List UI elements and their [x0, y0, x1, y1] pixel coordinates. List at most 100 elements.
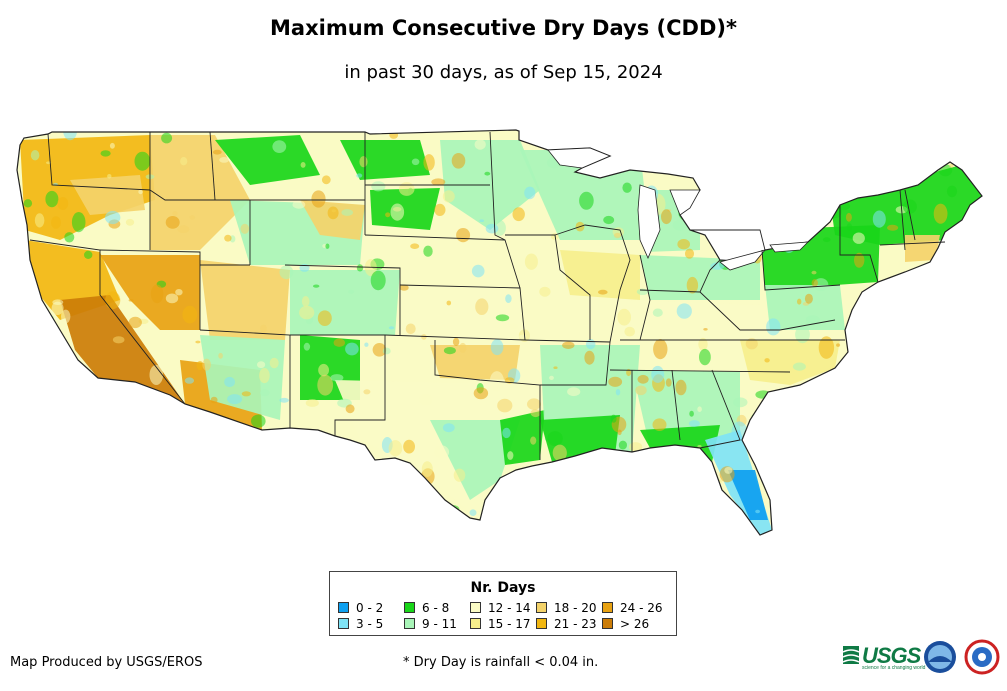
dry-days-speckle: [19, 130, 29, 136]
dry-days-speckle: [636, 288, 649, 295]
legend-label: 9 - 11: [422, 617, 457, 631]
dry-days-speckle: [423, 154, 435, 171]
legend-label: 0 - 2: [356, 601, 384, 615]
dry-days-speckle: [128, 299, 134, 302]
dry-days-speckle: [388, 326, 395, 330]
dry-days-speckle: [30, 150, 40, 161]
dry-days-speckle: [485, 223, 499, 234]
dry-days-speckle: [613, 232, 622, 239]
dry-days-region: [200, 260, 290, 340]
dry-days-speckle: [937, 272, 944, 279]
dry-days-speckle: [484, 171, 491, 176]
dry-days-speckle: [847, 452, 854, 459]
dry-days-speckle: [475, 298, 489, 316]
dry-days-region: [370, 188, 440, 230]
dry-days-speckle: [17, 364, 27, 382]
dry-days-speckle: [279, 397, 290, 403]
legend-label: 12 - 14: [488, 601, 531, 615]
dry-days-speckle: [733, 397, 748, 408]
dry-days-speckle: [442, 190, 455, 203]
dry-days-speckle: [803, 491, 808, 497]
dry-days-speckle: [934, 459, 948, 474]
dry-days-speckle: [797, 298, 802, 305]
dry-days-speckle: [960, 449, 968, 459]
dry-days-speckle: [103, 379, 113, 388]
dry-days-speckle: [44, 346, 61, 355]
dry-days-speckle: [672, 219, 688, 231]
dry-days-speckle: [379, 490, 387, 499]
dry-days-speckle: [795, 325, 810, 344]
dry-days-speckle: [419, 393, 433, 406]
dry-days-speckle: [502, 427, 511, 439]
dry-days-speckle: [193, 459, 201, 472]
dry-days-region: [905, 235, 940, 262]
dry-days-speckle: [259, 389, 270, 397]
dry-days-speckle: [442, 423, 455, 433]
dry-days-speckle: [902, 199, 917, 214]
dry-days-speckle: [57, 197, 69, 210]
dry-days-speckle: [792, 362, 806, 371]
dry-days-speckle: [177, 225, 190, 234]
legend-swatch: [338, 618, 349, 629]
state-borders: [29, 131, 946, 460]
dry-days-speckle: [313, 284, 320, 288]
dry-days-speckle: [398, 182, 415, 196]
dry-days-speckle: [604, 493, 618, 513]
dry-days-speckle: [393, 459, 401, 466]
dry-days-speckle: [889, 466, 902, 478]
dry-days-speckle: [253, 517, 269, 533]
dry-days-speckle: [269, 357, 279, 369]
dry-days-speckle: [434, 445, 450, 459]
dry-days-speckle: [579, 191, 594, 210]
legend-label: 24 - 26: [620, 601, 663, 615]
dry-days-speckle: [885, 427, 892, 435]
dry-days-speckle: [603, 130, 612, 138]
dry-days-speckle: [527, 398, 541, 410]
dry-days-speckle: [688, 420, 701, 427]
dry-days-speckle: [109, 142, 115, 149]
dry-days-speckle: [858, 179, 869, 194]
dry-days-speckle: [345, 342, 359, 356]
dry-days-speckle: [703, 328, 708, 331]
dry-days-speckle: [963, 298, 974, 313]
dry-days-speckle: [629, 495, 634, 502]
dry-days-speckle: [933, 203, 948, 224]
dry-days-speckle: [805, 315, 820, 325]
map-subtitle: in past 30 days, as of Sep 15, 2024: [344, 62, 663, 83]
dry-days-speckle: [697, 406, 702, 413]
dry-days-speckle: [802, 487, 818, 506]
dry-days-speckle: [219, 157, 230, 163]
dry-days-speckle: [683, 463, 696, 470]
dry-days-region: [215, 135, 320, 185]
dry-days-speckle: [675, 379, 687, 396]
dry-days-speckle: [620, 140, 630, 148]
dry-days-speckle: [490, 339, 504, 356]
dry-days-speckle: [946, 185, 958, 198]
dry-days-speckle: [452, 337, 460, 346]
dry-days-speckle: [180, 157, 188, 166]
dry-days-speckle: [119, 451, 132, 464]
dry-days-speckle: [164, 483, 179, 495]
dry-days-speckle: [161, 452, 170, 464]
dry-days-speckle: [473, 387, 489, 400]
dry-days-speckle: [372, 343, 387, 357]
dry-days-speckle: [653, 339, 668, 360]
dry-days-speckle: [844, 164, 855, 174]
dry-days-speckle: [960, 317, 968, 325]
dry-days-speckle: [405, 323, 416, 335]
dry-days-speckle: [835, 482, 849, 496]
legend: Nr. Days 0 - 2 3 - 5 6 - 8 9 - 11 12 - 14 15 …: [329, 571, 677, 636]
dry-days-region: [560, 250, 640, 300]
dry-days-speckle: [845, 212, 852, 222]
dry-days-speckle: [697, 445, 702, 448]
dry-days-speckle: [57, 453, 73, 471]
dry-days-speckle: [50, 393, 56, 399]
dry-days-speckle: [451, 153, 466, 169]
dry-days-speckle: [128, 316, 142, 329]
legend-label: 15 - 17: [488, 617, 531, 631]
dry-days-speckle: [802, 145, 813, 156]
dry-days-speckle: [934, 472, 949, 492]
dry-days-speckle: [63, 130, 78, 141]
dry-days-speckle: [943, 351, 957, 361]
dry-days-speckle: [278, 443, 294, 454]
